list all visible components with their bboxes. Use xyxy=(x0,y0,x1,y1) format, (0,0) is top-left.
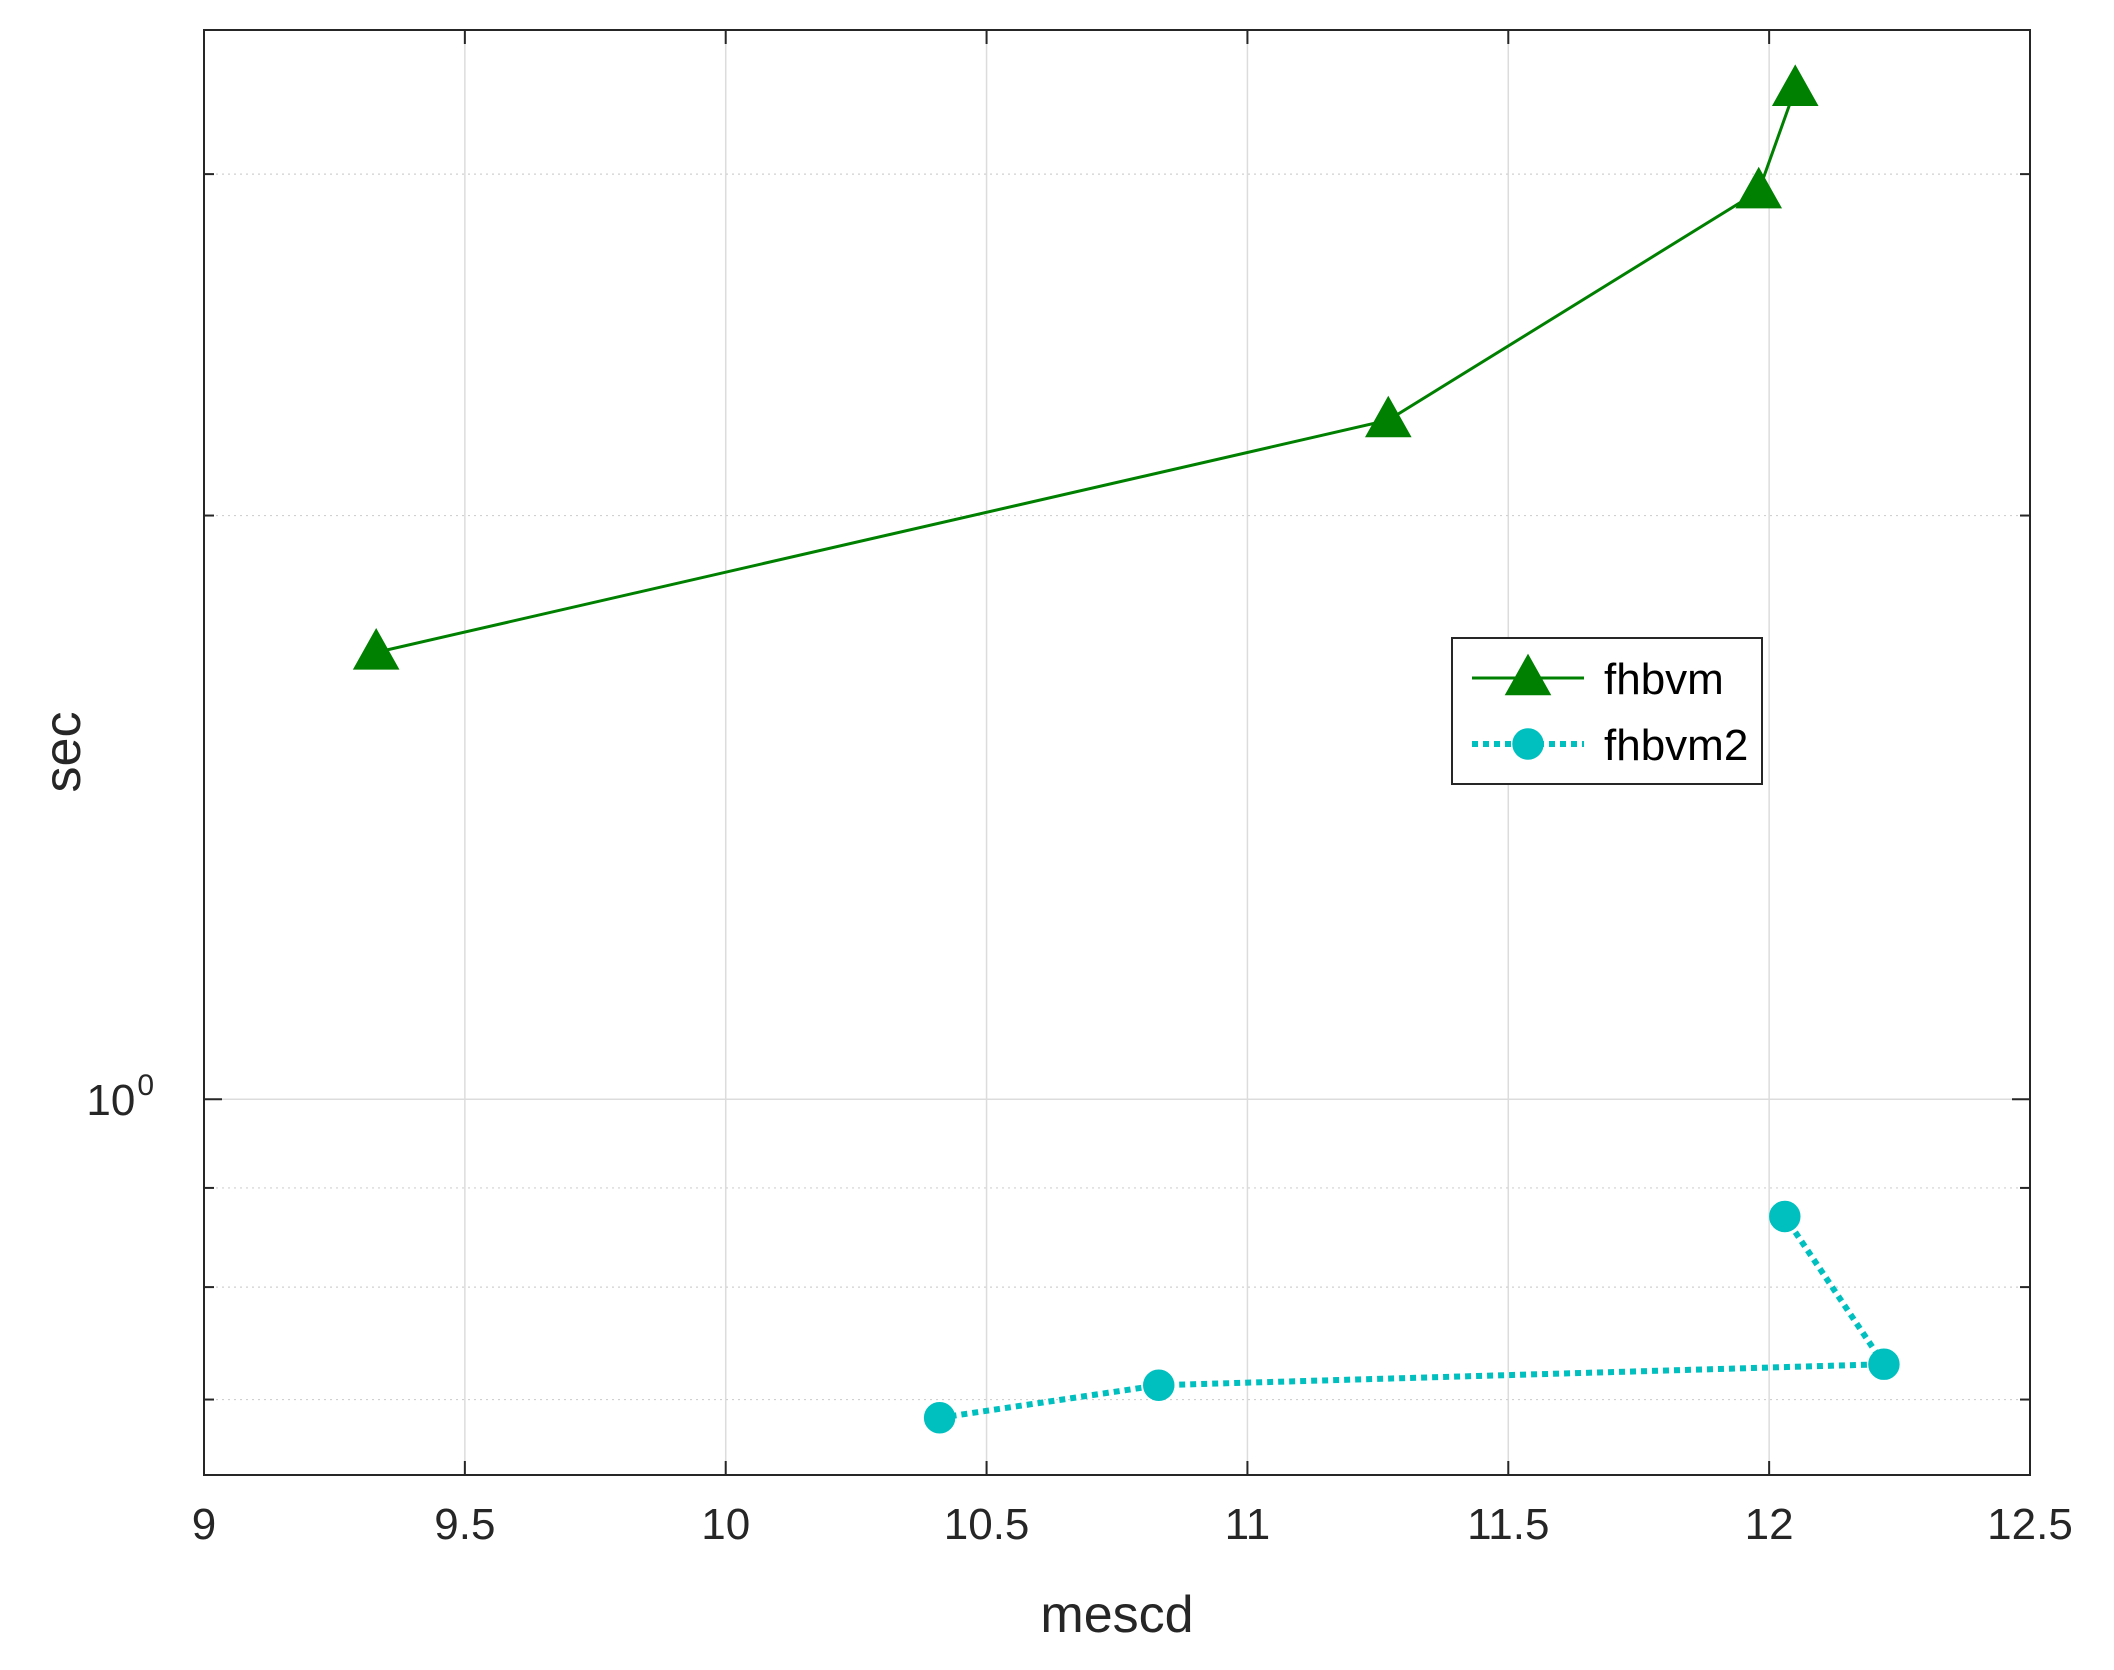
legend-label-fhbvm2: fhbvm2 xyxy=(1604,721,1748,770)
legend-marker-fhbvm2 xyxy=(1512,728,1544,760)
legend-marker-fhbvm xyxy=(1504,653,1552,696)
y-tick-label: 100 xyxy=(86,1069,154,1125)
series xyxy=(352,64,1900,1434)
x-tick-label: 11 xyxy=(1225,1500,1271,1549)
data-point-fhbvm xyxy=(1364,395,1412,438)
series-fhbvm xyxy=(352,64,1819,670)
data-point-fhbvm xyxy=(352,628,400,670)
data-point-fhbvm xyxy=(1735,166,1783,209)
legend: fhbvm fhbvm2 xyxy=(1451,637,1763,785)
series-fhbvm2 xyxy=(923,1200,1900,1434)
x-tick-label: 10 xyxy=(701,1500,750,1549)
x-axis-label: mescd xyxy=(1040,1586,1193,1644)
x-tick-label: 9 xyxy=(192,1500,216,1549)
data-point-fhbvm2 xyxy=(1769,1200,1801,1233)
legend-label-fhbvm: fhbvm xyxy=(1604,655,1724,704)
series-line-fhbvm2 xyxy=(939,1214,1890,1421)
data-point-fhbvm xyxy=(1771,64,1819,106)
data-point-fhbvm2 xyxy=(923,1402,956,1434)
legend-box xyxy=(1451,637,1763,785)
y-axis-label: sec xyxy=(34,712,92,793)
series-line-fhbvm xyxy=(375,88,1797,654)
plot-frame xyxy=(203,29,2031,1476)
x-tick-label: 11.5 xyxy=(1467,1500,1549,1549)
x-tick-label: 12 xyxy=(1745,1500,1794,1549)
data-point-fhbvm2 xyxy=(1143,1369,1175,1401)
x-tick-label: 10.5 xyxy=(944,1500,1030,1549)
x-tick-labels: 9 9.5 10 10.5 11 11.5 12 12.5 xyxy=(192,1500,2073,1549)
data-point-fhbvm2 xyxy=(1868,1348,1900,1380)
x-tick-label: 12.5 xyxy=(1987,1500,2073,1549)
y-tick-labels: 100 xyxy=(86,1069,154,1125)
grid xyxy=(204,30,2030,1475)
x-tick-label: 9.5 xyxy=(434,1500,495,1549)
y-tick-label-exponent: 0 xyxy=(137,1069,154,1102)
